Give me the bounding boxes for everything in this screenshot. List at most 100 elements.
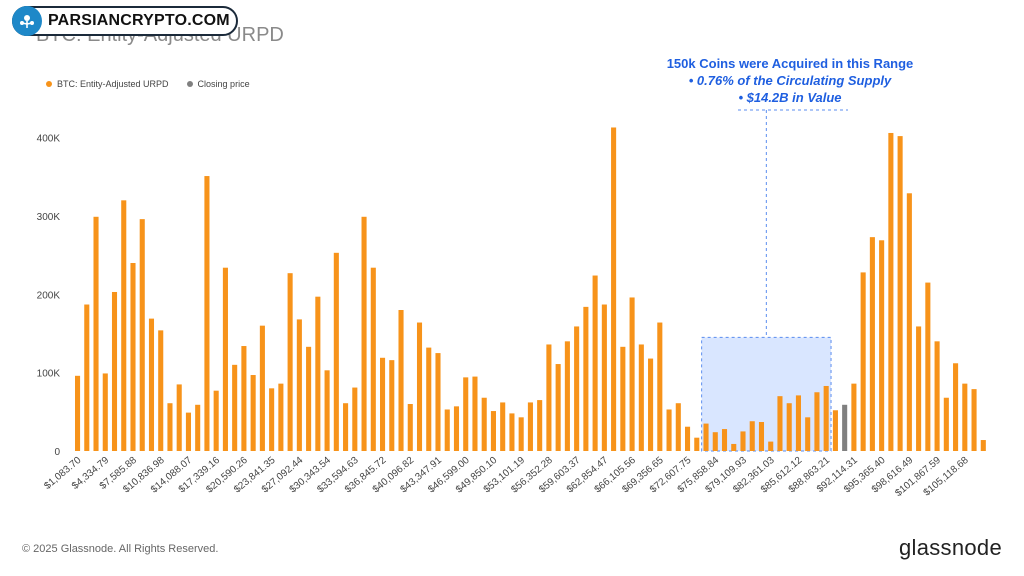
urpd-bar[interactable] [721, 429, 728, 451]
urpd-bar[interactable] [232, 364, 238, 451]
urpd-bar[interactable] [343, 403, 349, 451]
urpd-bar[interactable] [472, 376, 478, 451]
urpd-bar[interactable] [463, 377, 469, 451]
urpd-bar[interactable] [241, 346, 247, 451]
urpd-bar[interactable] [195, 404, 201, 451]
urpd-bar[interactable] [352, 387, 358, 451]
urpd-bar[interactable] [934, 341, 940, 451]
urpd-bar[interactable] [407, 404, 413, 451]
urpd-bar[interactable] [370, 267, 376, 451]
urpd-bar[interactable] [953, 363, 959, 451]
urpd-bar[interactable] [768, 441, 774, 451]
urpd-bar[interactable] [435, 353, 441, 451]
urpd-bar[interactable] [860, 272, 866, 451]
urpd-bar[interactable] [805, 417, 811, 451]
legend-item-urpd[interactable]: BTC: Entity-Adjusted URPD [46, 79, 169, 89]
urpd-bar[interactable] [527, 402, 533, 451]
urpd-bar[interactable] [139, 219, 145, 451]
urpd-bar[interactable] [75, 375, 81, 451]
urpd-bar[interactable] [786, 403, 792, 451]
urpd-bar[interactable] [130, 263, 136, 451]
urpd-bar[interactable] [490, 411, 496, 451]
urpd-bar[interactable] [509, 413, 515, 451]
urpd-bar[interactable] [389, 360, 395, 451]
urpd-bar[interactable] [906, 193, 912, 452]
urpd-bar[interactable] [102, 373, 108, 451]
urpd-bar[interactable] [306, 346, 312, 451]
legend-item-closing-price[interactable]: Closing price [186, 79, 250, 89]
urpd-bar[interactable] [398, 310, 404, 451]
urpd-bar[interactable] [148, 318, 155, 451]
urpd-bar[interactable] [740, 431, 746, 451]
urpd-bar[interactable] [333, 252, 339, 451]
urpd-bar[interactable] [287, 273, 293, 451]
urpd-bar[interactable] [749, 421, 755, 451]
urpd-bar[interactable] [851, 383, 857, 451]
urpd-bar[interactable] [296, 319, 302, 451]
urpd-bar[interactable] [758, 422, 765, 451]
urpd-bar[interactable] [380, 357, 386, 451]
urpd-bar[interactable] [694, 437, 700, 451]
urpd-bar[interactable] [518, 417, 524, 451]
urpd-bar[interactable] [185, 412, 191, 451]
urpd-bar[interactable] [657, 322, 663, 451]
urpd-bar[interactable] [444, 409, 450, 451]
urpd-bar[interactable] [259, 325, 265, 451]
urpd-bar[interactable] [84, 304, 90, 451]
urpd-bar[interactable] [176, 384, 182, 451]
urpd-bar[interactable] [916, 326, 922, 451]
urpd-bar[interactable] [324, 370, 330, 451]
urpd-bar[interactable] [416, 322, 423, 451]
urpd-bar[interactable] [592, 275, 598, 451]
urpd-bar[interactable] [204, 176, 210, 452]
urpd-bar[interactable] [111, 291, 118, 451]
urpd-bar[interactable] [666, 409, 672, 451]
urpd-bar[interactable] [980, 440, 986, 451]
urpd-bar[interactable] [601, 304, 607, 451]
urpd-bar[interactable] [315, 296, 321, 451]
urpd-bar[interactable] [481, 397, 487, 451]
urpd-bar[interactable] [269, 388, 275, 451]
urpd-bar[interactable] [888, 132, 894, 451]
urpd-bar[interactable] [158, 330, 164, 451]
urpd-bar[interactable] [546, 344, 552, 451]
urpd-bar[interactable] [500, 402, 506, 451]
urpd-bar[interactable] [93, 216, 99, 451]
urpd-bar[interactable] [453, 406, 460, 451]
urpd-bar[interactable] [777, 396, 783, 451]
urpd-bar[interactable] [426, 347, 432, 451]
urpd-bar[interactable] [167, 403, 173, 451]
urpd-bar[interactable] [897, 136, 903, 451]
urpd-bar[interactable] [648, 358, 654, 451]
urpd-bar[interactable] [629, 297, 635, 451]
urpd-bar[interactable] [564, 341, 570, 451]
urpd-bar[interactable] [121, 200, 127, 451]
urpd-bar[interactable] [823, 385, 829, 451]
closing-price-bar[interactable] [842, 404, 848, 451]
urpd-bar[interactable] [278, 383, 284, 451]
urpd-bar[interactable] [879, 240, 885, 451]
urpd-bar[interactable] [869, 237, 875, 451]
urpd-bar[interactable] [832, 410, 838, 451]
urpd-bar[interactable] [611, 127, 617, 451]
urpd-bar[interactable] [943, 397, 949, 451]
urpd-bar[interactable] [583, 306, 589, 451]
urpd-bar[interactable] [537, 400, 543, 451]
urpd-bar[interactable] [814, 392, 820, 451]
urpd-bar[interactable] [638, 344, 644, 451]
urpd-bar[interactable] [685, 426, 691, 451]
urpd-bar[interactable] [795, 395, 801, 451]
urpd-bar[interactable] [971, 389, 977, 451]
urpd-bar[interactable] [925, 282, 931, 451]
urpd-bar[interactable] [675, 403, 681, 451]
urpd-bar[interactable] [962, 383, 968, 451]
urpd-bar[interactable] [620, 346, 626, 451]
urpd-bar[interactable] [703, 423, 709, 451]
urpd-bar[interactable] [361, 216, 367, 451]
urpd-bar[interactable] [222, 267, 228, 451]
urpd-bar[interactable] [574, 326, 580, 451]
urpd-bar[interactable] [731, 443, 737, 451]
urpd-bar[interactable] [213, 390, 219, 451]
urpd-bar[interactable] [712, 432, 718, 451]
urpd-bar[interactable] [250, 375, 256, 451]
